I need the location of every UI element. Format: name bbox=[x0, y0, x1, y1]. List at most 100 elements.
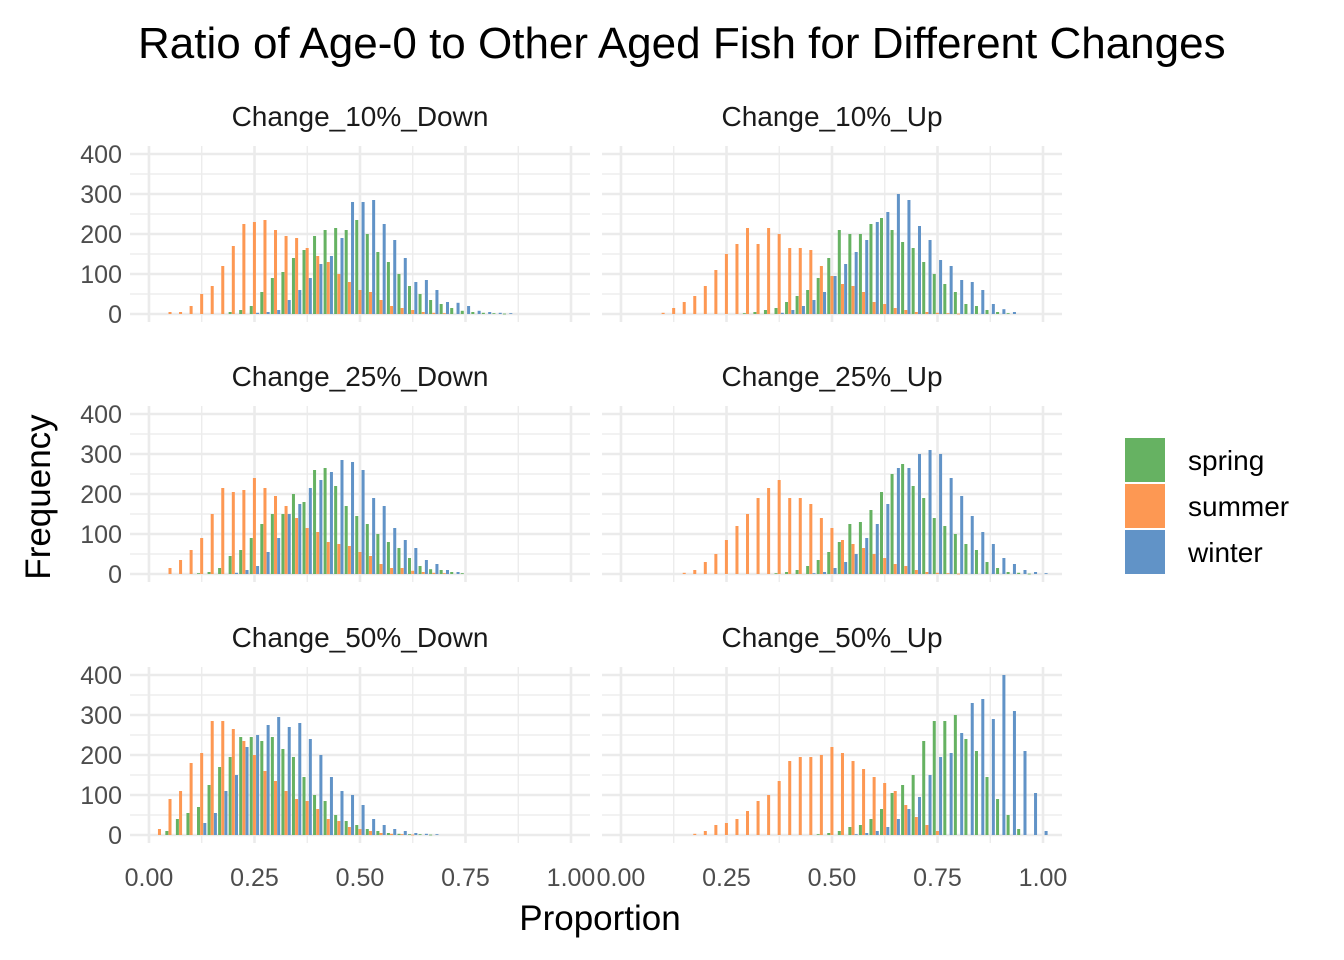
bar-spring bbox=[858, 825, 862, 835]
bar-spring bbox=[901, 464, 905, 574]
bar-winter bbox=[266, 552, 270, 574]
bar-spring bbox=[355, 220, 359, 314]
bar-spring bbox=[313, 795, 317, 835]
bar-winter bbox=[960, 496, 964, 574]
bar-summer bbox=[935, 831, 939, 835]
bar-winter bbox=[844, 562, 848, 574]
bar-summer bbox=[189, 763, 193, 835]
bar-summer bbox=[661, 312, 665, 314]
bar-winter bbox=[917, 797, 921, 835]
bar-spring bbox=[408, 286, 412, 314]
bar-spring bbox=[774, 308, 778, 314]
bar-summer bbox=[693, 296, 697, 314]
bar-spring bbox=[249, 538, 253, 574]
panel-strip-label: Change_50%_Up bbox=[721, 622, 942, 653]
bar-spring bbox=[439, 570, 443, 574]
bar-winter bbox=[960, 280, 964, 314]
bar-summer bbox=[830, 276, 834, 314]
bar-spring bbox=[806, 566, 810, 574]
bar-summer bbox=[788, 761, 792, 835]
bar-summer bbox=[305, 248, 309, 314]
bar-spring bbox=[260, 292, 264, 314]
bar-winter bbox=[812, 300, 816, 314]
bar-spring bbox=[344, 506, 348, 574]
bar-summer bbox=[295, 238, 299, 314]
bar-winter bbox=[509, 313, 513, 314]
bar-summer bbox=[231, 246, 235, 314]
bar-summer bbox=[200, 538, 204, 574]
bar-summer bbox=[914, 570, 918, 574]
bar-winter bbox=[865, 538, 869, 574]
bar-spring bbox=[827, 833, 831, 835]
bar-summer bbox=[379, 300, 383, 314]
bar-spring bbox=[323, 230, 327, 314]
y-tick-label: 100 bbox=[80, 782, 122, 810]
bar-winter bbox=[351, 462, 355, 574]
bar-summer bbox=[925, 825, 929, 835]
bar-winter bbox=[266, 725, 270, 835]
bar-winter bbox=[382, 224, 386, 314]
bar-spring bbox=[1017, 829, 1021, 835]
bar-summer bbox=[305, 801, 309, 835]
legend-label-summer: summer bbox=[1188, 491, 1289, 522]
bar-summer bbox=[746, 228, 750, 314]
bar-winter bbox=[213, 813, 217, 835]
x-tick-label: 1.00 bbox=[1019, 864, 1068, 892]
bar-spring bbox=[974, 550, 978, 574]
bar-winter bbox=[1034, 572, 1038, 574]
bar-winter bbox=[854, 834, 858, 835]
bar-spring bbox=[228, 556, 232, 574]
bar-summer bbox=[368, 556, 372, 574]
bar-spring bbox=[858, 234, 862, 314]
bar-winter bbox=[1002, 558, 1006, 574]
bar-winter bbox=[403, 258, 407, 314]
bar-summer bbox=[798, 757, 802, 835]
bar-summer bbox=[326, 819, 330, 835]
bar-spring bbox=[450, 572, 454, 574]
bar-spring bbox=[858, 522, 862, 574]
bar-winter bbox=[1023, 751, 1027, 835]
bar-winter bbox=[403, 540, 407, 574]
bar-spring bbox=[460, 573, 464, 574]
bar-winter bbox=[256, 735, 260, 835]
panel-change-25-down: Change_25%_Down 0 100 200 300 400 bbox=[80, 361, 590, 589]
bar-winter bbox=[256, 312, 260, 314]
bar-spring bbox=[186, 813, 190, 835]
bar-winter bbox=[886, 212, 890, 314]
bar-spring bbox=[1006, 572, 1010, 574]
bar-spring bbox=[774, 573, 778, 574]
bar-summer bbox=[798, 498, 802, 574]
bar-summer bbox=[432, 312, 436, 314]
panel-strip-label: Change_25%_Up bbox=[721, 361, 942, 392]
bar-winter bbox=[780, 312, 784, 314]
bar-summer bbox=[274, 230, 278, 314]
bar-summer bbox=[231, 492, 235, 574]
bar-summer bbox=[379, 833, 383, 835]
bar-summer bbox=[411, 310, 415, 314]
bar-summer bbox=[337, 821, 341, 835]
bar-spring bbox=[239, 550, 243, 574]
bar-summer bbox=[274, 496, 278, 574]
y-tick-label: 300 bbox=[80, 181, 122, 209]
bar-summer bbox=[788, 498, 792, 574]
bar-winter bbox=[372, 498, 376, 574]
bar-summer bbox=[767, 228, 771, 314]
bar-winter bbox=[329, 472, 333, 574]
bar-spring bbox=[481, 312, 485, 314]
bar-spring bbox=[249, 306, 253, 314]
bar-spring bbox=[165, 831, 169, 835]
bar-summer bbox=[693, 833, 697, 835]
bar-spring bbox=[218, 568, 222, 574]
bar-spring bbox=[492, 313, 496, 314]
bar-spring bbox=[397, 548, 401, 574]
bar-winter bbox=[917, 226, 921, 314]
bar-summer bbox=[390, 833, 394, 835]
bar-spring bbox=[922, 498, 926, 574]
bar-summer bbox=[231, 729, 235, 835]
bar-summer bbox=[914, 312, 918, 314]
y-tick-label: 300 bbox=[80, 702, 122, 730]
bar-spring bbox=[880, 492, 884, 574]
bar-summer bbox=[883, 783, 887, 835]
bar-summer bbox=[442, 313, 446, 314]
bar-winter bbox=[203, 823, 207, 835]
